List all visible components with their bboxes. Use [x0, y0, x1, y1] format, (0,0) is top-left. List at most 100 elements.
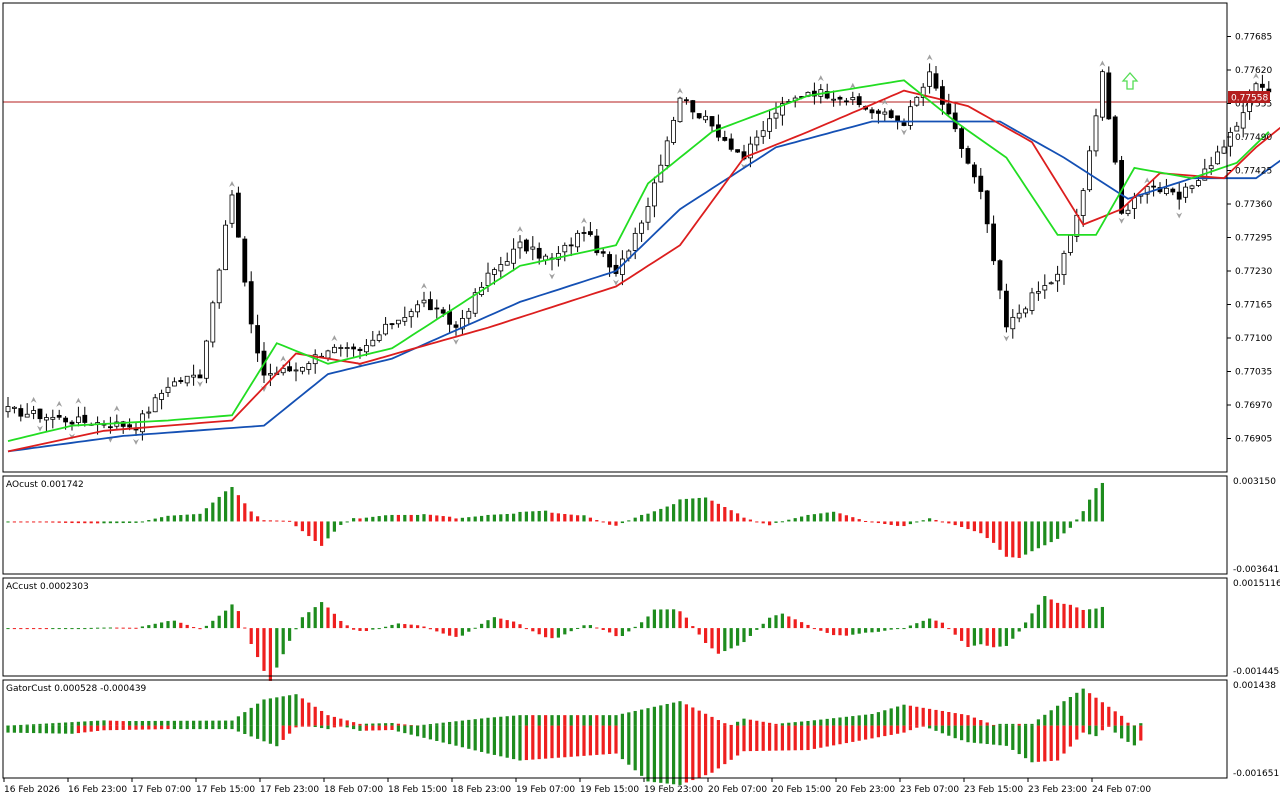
candle[interactable]	[1112, 115, 1118, 165]
candle[interactable]	[1234, 121, 1240, 132]
candle[interactable]	[338, 344, 344, 357]
candle[interactable]	[869, 107, 875, 119]
candle[interactable]	[363, 339, 369, 357]
candle[interactable]	[933, 65, 939, 91]
candle[interactable]	[466, 308, 472, 325]
candle[interactable]	[1042, 274, 1048, 299]
candle[interactable]	[408, 308, 414, 328]
candle[interactable]	[1125, 202, 1131, 217]
candle[interactable]	[1189, 184, 1195, 194]
candle[interactable]	[632, 227, 638, 260]
candle[interactable]	[965, 145, 971, 165]
candle[interactable]	[1093, 108, 1099, 157]
candle[interactable]	[165, 377, 171, 398]
candle[interactable]	[1061, 250, 1067, 285]
candle[interactable]	[203, 339, 209, 384]
candle[interactable]	[5, 396, 11, 418]
candle[interactable]	[159, 389, 165, 410]
candle[interactable]	[293, 362, 299, 382]
candle[interactable]	[56, 409, 62, 420]
candle[interactable]	[824, 83, 830, 100]
candle[interactable]	[344, 342, 350, 358]
candle[interactable]	[946, 93, 952, 116]
candle[interactable]	[684, 97, 689, 105]
candle[interactable]	[600, 248, 606, 258]
candle[interactable]	[434, 299, 440, 319]
candle[interactable]	[178, 377, 184, 384]
candle[interactable]	[888, 108, 894, 119]
candle[interactable]	[1240, 102, 1246, 138]
candle[interactable]	[767, 109, 772, 139]
candle[interactable]	[197, 369, 203, 379]
candle[interactable]	[331, 344, 337, 354]
ao-indicator-pane[interactable]	[6, 482, 1104, 558]
candle[interactable]	[351, 343, 357, 357]
candle[interactable]	[1196, 175, 1201, 188]
candle[interactable]	[1029, 287, 1035, 315]
candle[interactable]	[299, 366, 305, 375]
candle[interactable]	[235, 186, 241, 238]
candle[interactable]	[216, 268, 222, 309]
candle[interactable]	[709, 116, 715, 133]
main-price-pane[interactable]	[3, 54, 1280, 453]
candle[interactable]	[1221, 139, 1227, 154]
candle[interactable]	[754, 130, 760, 151]
price-axis[interactable]: 0.77685 0.77620 0.77555 0.77490 0.77425 0.773…	[1227, 33, 1280, 780]
candle[interactable]	[837, 95, 843, 106]
candle[interactable]	[1055, 265, 1060, 292]
candle[interactable]	[927, 63, 932, 94]
candle[interactable]	[184, 375, 190, 387]
candle[interactable]	[402, 306, 408, 326]
candle[interactable]	[639, 220, 644, 242]
candle[interactable]	[1176, 182, 1182, 210]
candle[interactable]	[421, 291, 427, 308]
candle[interactable]	[223, 220, 229, 271]
candle[interactable]	[984, 189, 990, 233]
candle[interactable]	[1228, 127, 1233, 157]
candle[interactable]	[37, 408, 43, 423]
candle[interactable]	[1144, 186, 1150, 204]
candle[interactable]	[524, 238, 529, 254]
candle[interactable]	[1016, 304, 1022, 323]
candle[interactable]	[748, 136, 753, 168]
candle[interactable]	[511, 238, 517, 272]
candle[interactable]	[844, 97, 849, 106]
candle[interactable]	[24, 403, 30, 418]
candle[interactable]	[191, 364, 197, 386]
candle[interactable]	[1080, 188, 1086, 227]
candle[interactable]	[50, 409, 56, 429]
candle[interactable]	[498, 256, 504, 278]
candle[interactable]	[972, 162, 977, 184]
candle[interactable]	[1068, 234, 1073, 256]
candle[interactable]	[267, 363, 273, 387]
candle[interactable]	[1100, 69, 1105, 121]
candle[interactable]	[568, 237, 574, 257]
candle[interactable]	[171, 377, 177, 387]
candle[interactable]	[1036, 281, 1041, 301]
candle[interactable]	[376, 330, 382, 343]
candle[interactable]	[914, 95, 920, 107]
candle[interactable]	[383, 317, 389, 336]
candle[interactable]	[31, 405, 37, 420]
candle[interactable]	[978, 167, 984, 200]
candle[interactable]	[287, 360, 293, 372]
candle[interactable]	[690, 99, 696, 120]
candle[interactable]	[1023, 306, 1028, 318]
candle[interactable]	[152, 393, 158, 413]
candle[interactable]	[1048, 281, 1054, 285]
candle[interactable]	[722, 130, 728, 142]
candle[interactable]	[306, 361, 312, 375]
candle[interactable]	[1170, 187, 1176, 196]
candle[interactable]	[991, 215, 996, 265]
candle[interactable]	[44, 413, 49, 432]
candle[interactable]	[856, 93, 862, 108]
candle[interactable]	[997, 259, 1003, 300]
candle[interactable]	[882, 108, 888, 122]
candle[interactable]	[415, 300, 421, 318]
candle[interactable]	[242, 236, 248, 287]
candle[interactable]	[504, 252, 510, 266]
ac-indicator-pane[interactable]	[6, 596, 1104, 681]
candle[interactable]	[459, 309, 465, 335]
candle[interactable]	[1183, 182, 1188, 203]
time-axis[interactable]: 16 Feb 2026 16 Feb 23:00 17 Feb 07:00 17 Fe…	[3, 778, 1151, 795]
